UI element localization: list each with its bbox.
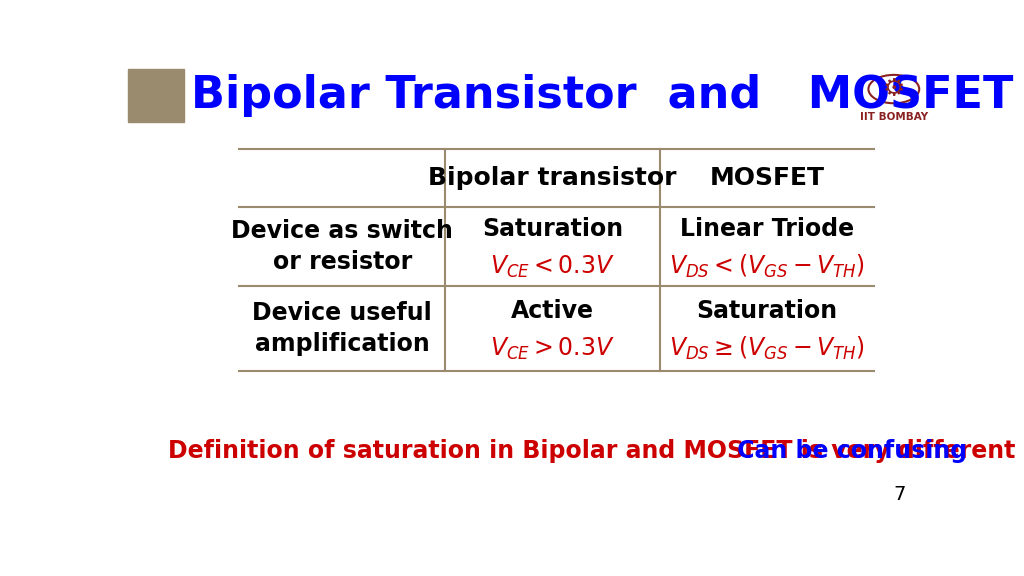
Text: MOSFET: MOSFET [710, 166, 824, 190]
Text: $V_{CE} < 0.3V$: $V_{CE} < 0.3V$ [490, 253, 614, 279]
Text: Linear Triode: Linear Triode [680, 217, 854, 241]
Text: Active: Active [511, 299, 594, 323]
Text: IIT BOMBAY: IIT BOMBAY [860, 112, 928, 122]
Text: Definition of saturation in Bipolar and MOSFET is very different →: Definition of saturation in Bipolar and … [168, 438, 1024, 463]
Text: $V_{DS} \geq (V_{GS} - V_{TH})$: $V_{DS} \geq (V_{GS} - V_{TH})$ [669, 335, 865, 362]
Text: Bipolar Transistor  and   MOSFET: Bipolar Transistor and MOSFET [191, 74, 1014, 118]
Text: Device useful
amplification: Device useful amplification [252, 301, 432, 357]
Text: Bipolar transistor: Bipolar transistor [428, 166, 677, 190]
Text: Device as switch
or resistor: Device as switch or resistor [231, 219, 454, 274]
Text: $V_{DS} < (V_{GS} - V_{TH})$: $V_{DS} < (V_{GS} - V_{TH})$ [669, 253, 865, 280]
Text: 7: 7 [893, 485, 905, 504]
Text: ⚙: ⚙ [883, 77, 905, 101]
Text: Can be confusing: Can be confusing [729, 438, 967, 463]
Text: Saturation: Saturation [696, 299, 838, 323]
Text: Saturation: Saturation [482, 217, 624, 241]
Text: $V_{CE} > 0.3V$: $V_{CE} > 0.3V$ [490, 335, 614, 362]
Bar [128, 69, 183, 122]
